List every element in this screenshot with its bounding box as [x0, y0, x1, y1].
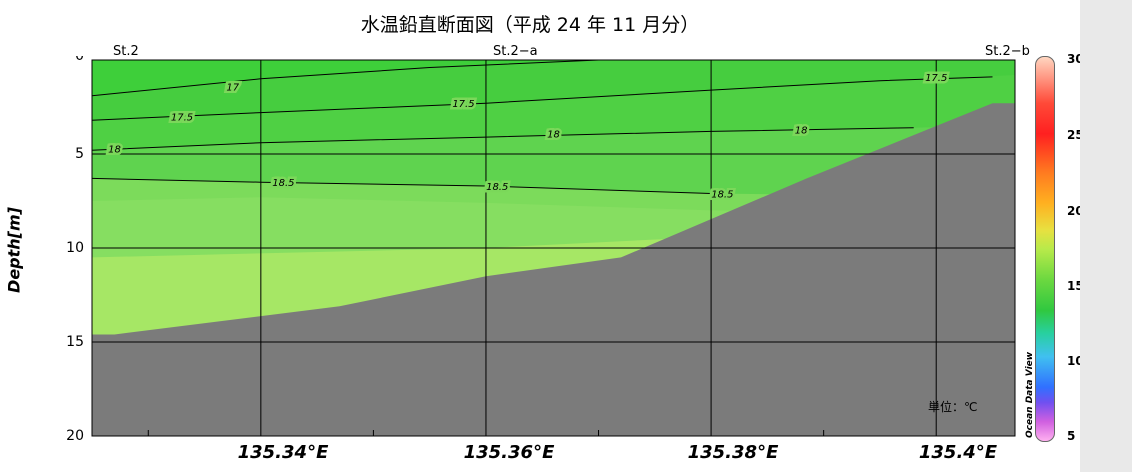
contour-label: 18: [547, 129, 560, 140]
contour-label: 18.5: [486, 182, 508, 193]
colorbar-tick: 5: [1067, 429, 1076, 443]
y-tick-label: 10: [66, 240, 84, 256]
unit-note: 単位：℃: [928, 400, 978, 414]
contour-label: 18.5: [711, 189, 733, 200]
x-tick-label: 135.38°E: [687, 442, 779, 463]
contour-line: [91, 59, 599, 97]
contour-label: 17.5: [452, 99, 474, 110]
y-tick-label: 0: [75, 56, 84, 64]
station-label-st2a: St.2−a: [493, 44, 538, 59]
contour-line: [91, 76, 993, 121]
plot-frame: [91, 59, 1016, 437]
y-tick-label: 15: [66, 334, 84, 350]
contour-label: 17.5: [171, 112, 193, 123]
side-panel: [1080, 0, 1132, 472]
colorbar-tick: 30: [1067, 52, 1084, 66]
chart-title: 水温鉛直断面図（平成 24 年 11 月分）: [360, 14, 700, 36]
contour-line: [91, 127, 914, 151]
x-tick-label: 135.34°E: [237, 442, 329, 463]
colorbar-tick: 20: [1067, 204, 1084, 218]
colorbar-tick: 25: [1067, 128, 1084, 142]
y-tick-label: 5: [75, 146, 84, 162]
odv-watermark: Ocean Data View: [1025, 351, 1035, 438]
band-17: [92, 60, 1015, 96]
contour-line: [91, 177, 734, 194]
y-tick-label: 20: [66, 428, 84, 444]
colorbar-tick: 15: [1067, 279, 1084, 293]
contour-label: 18: [108, 144, 121, 155]
seafloor: [92, 103, 1015, 436]
x-tick-label: 135.4°E: [918, 442, 998, 463]
station-label-st2: St.2: [113, 44, 139, 59]
contour-label: 17.5: [925, 73, 947, 84]
x-tick-label: 135.36°E: [463, 442, 555, 463]
colorbar-tick: 10: [1067, 354, 1084, 368]
contour-label: 17: [226, 82, 239, 93]
contour-label: 18.5: [272, 178, 294, 189]
station-label-st2b: St.2−b: [985, 44, 1030, 59]
colorbar: [1035, 56, 1055, 442]
contour-label: 18: [795, 126, 808, 137]
y-axis-label: Depth[m]: [4, 207, 24, 293]
